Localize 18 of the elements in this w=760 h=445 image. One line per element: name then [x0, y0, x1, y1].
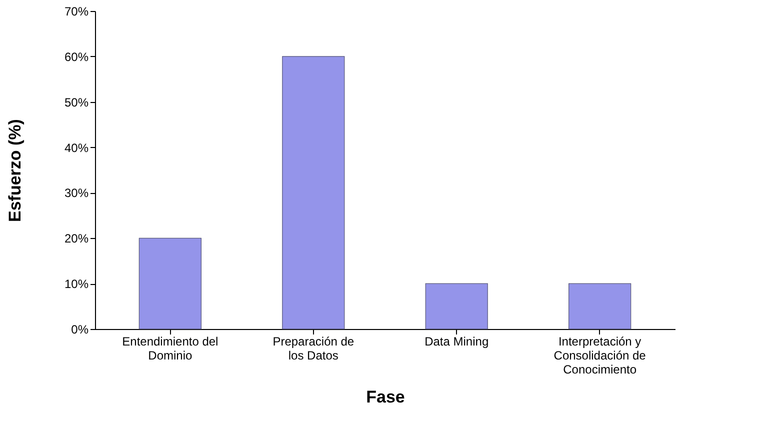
y-tick-label: 10%: [64, 277, 89, 292]
bar: [425, 283, 488, 330]
y-tick-label: 40%: [64, 140, 89, 155]
x-tick-label: Data Mining: [424, 334, 489, 348]
x-tick-label: Interpretación y Consolidación de Conocimiento: [554, 334, 646, 376]
x-tick-label: Preparación de los Datos: [272, 334, 354, 362]
y-axis-title: Esfuerzo (%): [5, 119, 24, 222]
y-tick-label: 50%: [64, 95, 89, 110]
y-tick-label: 30%: [64, 186, 89, 200]
y-tick-label: 60%: [64, 50, 89, 64]
y-tick-label: 70%: [64, 4, 89, 18]
x-axis-title: Fase: [366, 388, 405, 406]
y-tick-label: 20%: [64, 232, 89, 246]
bar: [282, 56, 345, 330]
x-tick-label: Entendimiento del Dominio: [122, 334, 218, 362]
bar: [568, 283, 632, 330]
bar: [138, 238, 202, 330]
y-tick-label: 0%: [71, 322, 89, 336]
